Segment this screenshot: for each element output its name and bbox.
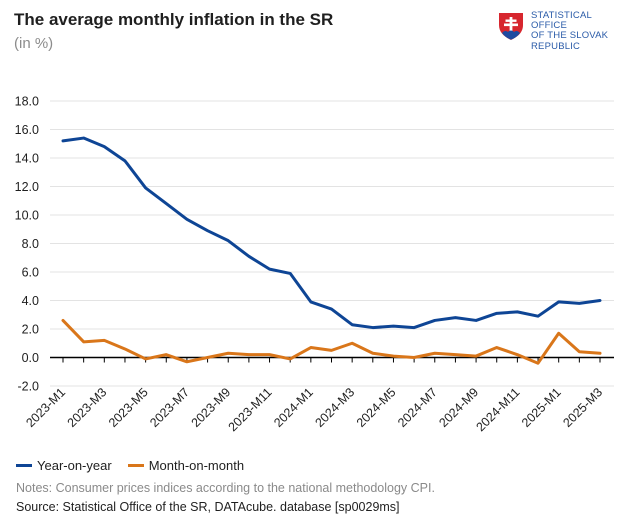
- statistical-office-logo[interactable]: STATISTICAL OFFICE OF THE SLOVAK REPUBLI…: [497, 10, 617, 55]
- y-tick-label: 2.0: [22, 323, 39, 337]
- grid-layer: [50, 100, 614, 387]
- chart-notes: Notes: Consumer prices indices according…: [16, 481, 435, 495]
- x-tick-label: 2023-M7: [147, 385, 192, 430]
- y-tick-label: 8.0: [22, 237, 39, 251]
- y-axis-labels: -2.0 0.0 2.0 4.0 6.0 8.0 10.0 12.0 14.0 16.0 18.0: [15, 95, 39, 394]
- legend-label-yoy: Year-on-year: [37, 458, 112, 473]
- x-tick-label: 2025-M1: [519, 385, 564, 430]
- series-line-year-on-year: [61, 136, 602, 330]
- x-tick-label: 2024-M1: [271, 385, 316, 430]
- x-tick-label: 2024-M5: [354, 385, 399, 430]
- logo-line: OFFICE: [531, 20, 568, 32]
- x-tick-label: 2024-M11: [473, 385, 522, 434]
- y-tick-label: 4.0: [22, 294, 39, 308]
- y-tick-label: 10.0: [15, 209, 39, 223]
- chart-legend: Year-on-year Month-on-month: [16, 458, 260, 473]
- y-tick-label: 12.0: [15, 180, 39, 194]
- logo-line: STATISTICAL: [531, 10, 592, 21]
- legend-swatch-mom: [127, 464, 144, 467]
- y-tick-label: 0.0: [22, 351, 39, 365]
- x-tick-label: 2025-M3: [560, 385, 605, 430]
- legend-swatch-yoy: [16, 464, 32, 467]
- y-tick-label: -2.0: [17, 380, 39, 394]
- series-layer: [61, 136, 602, 365]
- legend-item-mom[interactable]: Month-on-month: [127, 458, 245, 473]
- x-axis-labels: 2023-M12023-M32023-M52023-M72023-M92023-…: [23, 357, 605, 434]
- chart-source: Source: Statistical Office of the SR, DA…: [16, 500, 400, 514]
- x-tick-label: 2023-M3: [65, 385, 110, 430]
- logo-line: OF THE SLOVAK: [531, 30, 609, 42]
- y-tick-label: 18.0: [15, 95, 39, 109]
- x-tick-label: 2024-M7: [395, 385, 440, 430]
- legend-label-mom: Month-on-month: [148, 458, 245, 473]
- logo-line: REPUBLIC: [531, 40, 581, 52]
- x-tick-label: 2024-M3: [312, 385, 357, 430]
- x-tick-label: 2023-M5: [106, 385, 151, 430]
- y-tick-label: 6.0: [22, 266, 39, 280]
- chart-title: The average monthly inflation in the SR: [14, 10, 334, 29]
- y-tick-label: 16.0: [15, 123, 39, 137]
- x-tick-label: 2023-M11: [226, 385, 275, 434]
- series-line-month-on-month: [61, 318, 602, 365]
- logo-wordmark: STATISTICAL OFFICE OF THE SLOVAK REPUBLI…: [531, 10, 609, 52]
- y-tick-label: 14.0: [15, 152, 39, 166]
- slovak-coat-of-arms-icon: [499, 13, 523, 40]
- chart-subtitle: (in %): [14, 35, 54, 52]
- legend-item-yoy[interactable]: Year-on-year: [16, 458, 112, 473]
